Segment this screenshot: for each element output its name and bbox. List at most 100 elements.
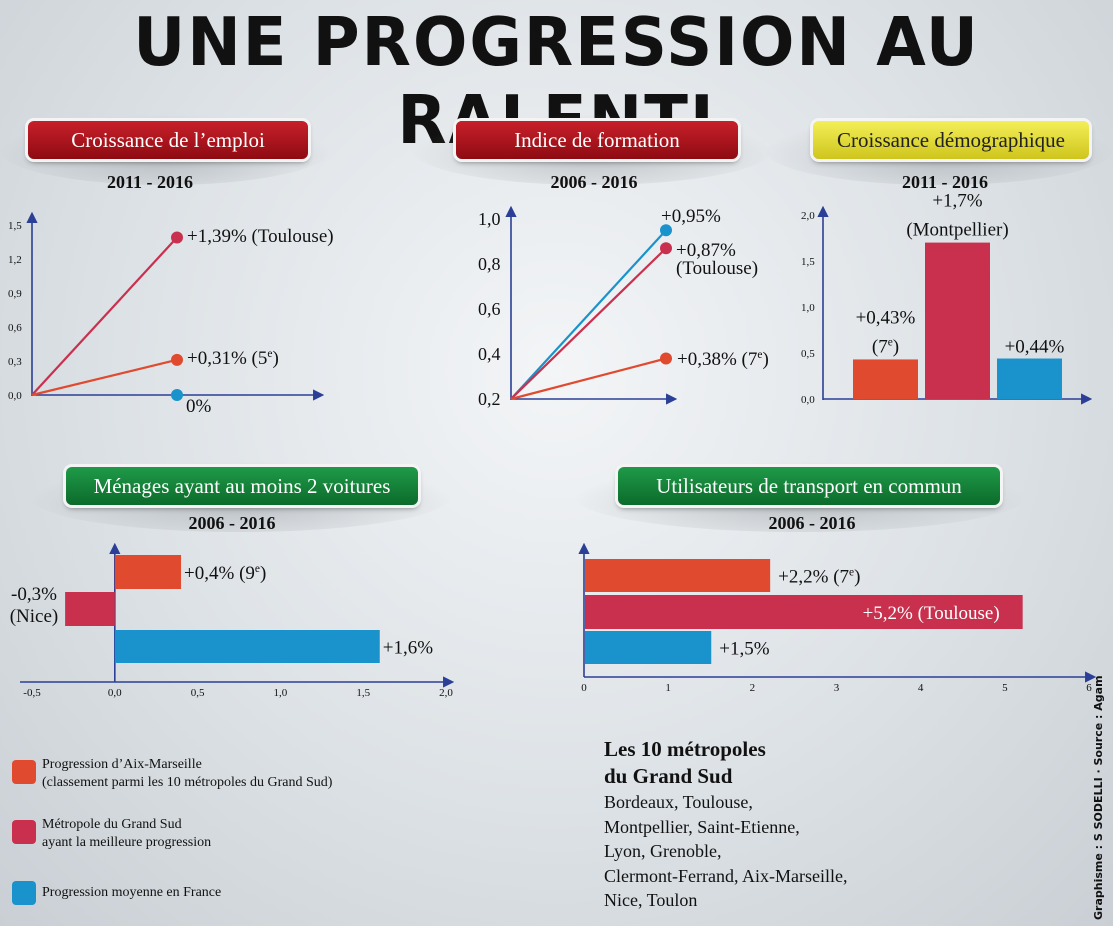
emploi-point-best (171, 231, 183, 244)
voitures-period: 2006 - 2016 (188, 513, 276, 533)
transport-period: 2006 - 2016 (768, 513, 856, 533)
demo-y-tick: 1,0 (801, 302, 815, 314)
transport-label-best: +5,2% (Toulouse) (863, 603, 1000, 624)
formation-line-aix (510, 357, 667, 401)
transport-x-tick: 2 (750, 682, 756, 694)
emploi-title: Croissance de l’emploi (28, 121, 308, 159)
metropoles-line: Lyon, Grenoble, (604, 841, 722, 861)
formation-line-best (510, 247, 667, 400)
formation-y-tick: 1,0 (478, 209, 501, 229)
legend-best: Métropole du Grand Sud ayant la meilleur… (42, 816, 211, 852)
voitures-label-aix: +0,4% (9e) (184, 563, 266, 584)
emploi-point-aix (171, 353, 183, 366)
voitures-bar-france (114, 630, 380, 663)
transport-label-aix: +2,2% (7e) (778, 567, 860, 588)
metropoles-heading-2: du Grand Sud (604, 764, 733, 788)
voitures-bar-aix (114, 555, 182, 589)
transport-x-tick: 5 (1002, 682, 1008, 694)
transport-bar-france (585, 631, 712, 664)
emploi-y-tick: 1,5 (8, 220, 22, 232)
demo-bar-best (925, 242, 990, 399)
voitures-label2-best: (Nice) (10, 606, 59, 627)
demo-y-tick: 2,0 (801, 210, 815, 222)
emploi-y-tick: 0,6 (8, 322, 22, 334)
formation-label-aix: +0,38% (7e) (677, 349, 769, 370)
demo-bar-france (997, 358, 1062, 399)
voitures-x-tick: -0,5 (23, 687, 41, 699)
demo-title: Croissance démographique (813, 121, 1089, 159)
voitures-x-tick: 1,0 (274, 687, 288, 699)
metropoles-line: Clermont-Ferrand, Aix-Marseille, (604, 865, 848, 886)
legend-france: Progression moyenne en France (42, 884, 221, 902)
transport-bar-best (585, 595, 1023, 629)
formation-point-aix (660, 352, 672, 365)
voitures-bar-best (65, 592, 115, 626)
legend-aix: Progression d’Aix-Marseille (classement … (42, 756, 332, 792)
demo-label2-aix: (7e) (872, 336, 899, 357)
emploi-label-france: 0% (186, 396, 212, 417)
transport-x-tick: 1 (665, 682, 671, 694)
formation-label-france: +0,95% (661, 206, 721, 227)
metropoles-box: Les 10 métropoles du Grand Sud Bordeaux,… (604, 736, 847, 913)
formation-y-tick: 0,4 (478, 344, 501, 364)
formation-label2-best: (Toulouse) (676, 258, 758, 279)
voitures-x-tick: 0,0 (108, 687, 122, 699)
page-title: UNE PROGRESSION AU RALENTI (133, 4, 980, 159)
demo-label-aix: +0,43% (856, 307, 916, 328)
formation-point-france (660, 224, 672, 237)
emploi-y-tick: 1,2 (8, 254, 22, 266)
transport-x-tick: 0 (581, 682, 587, 694)
demo-y-tick: 1,5 (801, 256, 815, 268)
legend-swatch-france (12, 881, 36, 905)
formation-line-france (510, 229, 667, 400)
formation-y-tick: 0,8 (478, 254, 501, 274)
formation-point-best (660, 242, 672, 255)
legend-swatch-aix (12, 760, 36, 784)
emploi-point-france (171, 389, 183, 401)
voitures-x-tick: 2,0 (439, 687, 453, 699)
demo-label-best: +1,7% (932, 191, 982, 212)
transport-label-france: +1,5% (719, 639, 769, 660)
legend-swatch-best (12, 820, 36, 844)
legend-aix-line1: Progression d’Aix-Marseille (42, 757, 202, 772)
emploi-label-best: +1,39% (Toulouse) (187, 226, 334, 247)
transport-title: Utilisateurs de transport en commun (618, 467, 1000, 505)
demo-y-tick: 0,0 (801, 394, 815, 406)
voitures-label-france: +1,6% (383, 638, 433, 659)
emploi-line-aix (31, 358, 178, 397)
emploi-y-tick: 0,3 (8, 356, 22, 368)
formation-period: 2006 - 2016 (550, 172, 638, 192)
transport-x-tick: 6 (1086, 682, 1092, 694)
emploi-period: 2011 - 2016 (106, 172, 193, 192)
legend-best-line2: ayant la meilleure progression (42, 835, 212, 850)
metropoles-heading-1: Les 10 métropoles (604, 737, 766, 761)
emploi-y-tick: 0,0 (8, 390, 22, 402)
metropoles-line: Bordeaux, Toulouse, (604, 792, 753, 812)
voitures-title: Ménages ayant au moins 2 voitures (66, 467, 418, 505)
formation-label-best: +0,87% (676, 240, 736, 261)
demo-period: 2011 - 2016 (901, 172, 988, 192)
transport-x-tick: 3 (834, 682, 840, 694)
demo-label2-best: (Montpellier) (906, 220, 1008, 241)
formation-y-tick: 0,2 (478, 389, 501, 409)
legend-france-line1: Progression moyenne en France (42, 885, 222, 900)
credit-text: Graphisme : S SODELLI · Source : Agam (1092, 675, 1105, 920)
formation-y-tick: 0,6 (478, 299, 501, 319)
metropoles-line: Montpellier, Saint-Etienne, (604, 816, 800, 837)
demo-y-tick: 0,5 (801, 348, 815, 360)
emploi-label-aix: +0,31% (5e) (187, 348, 279, 369)
voitures-x-tick: 1,5 (356, 687, 370, 699)
emploi-y-tick: 0,9 (8, 288, 22, 300)
legend-aix-line2: (classement parmi les 10 métropoles du G… (42, 775, 333, 790)
metropoles-line: Nice, Toulon (604, 890, 698, 910)
transport-bar-aix (585, 559, 771, 592)
demo-label-france: +0,44% (1005, 337, 1065, 358)
formation-title: Indice de formation (456, 121, 738, 159)
transport-x-tick: 4 (918, 682, 924, 694)
voitures-x-tick: 0,5 (191, 687, 205, 699)
demo-bar-aix (853, 359, 918, 399)
voitures-label-best: -0,3% (11, 584, 57, 605)
emploi-line-best (31, 236, 178, 396)
legend-best-line1: Métropole du Grand Sud (42, 817, 182, 832)
